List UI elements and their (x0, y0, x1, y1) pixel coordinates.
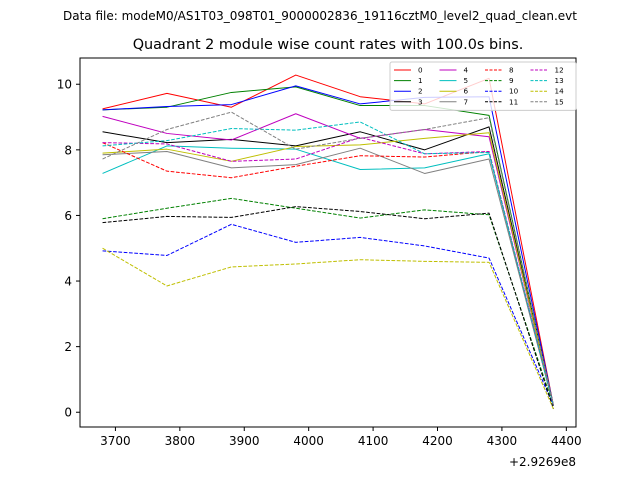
series-line-7 (102, 147, 554, 406)
series-line-12 (102, 136, 554, 406)
series-line-15 (102, 111, 554, 406)
legend-label-10: 10 (509, 87, 519, 96)
axes-frame (79, 57, 577, 428)
y-tick-label: 0 (64, 406, 72, 420)
series-line-10 (102, 223, 554, 406)
series-line-11 (102, 206, 554, 410)
y-tick-label: 10 (57, 78, 72, 92)
x-tick-label: 4300 (487, 434, 518, 448)
series-line-14 (102, 247, 554, 410)
legend-label-4: 4 (464, 66, 469, 75)
legend-label-9: 9 (509, 76, 514, 85)
legend-label-12: 12 (555, 66, 564, 75)
x-tick-label: 3700 (100, 434, 131, 448)
series-line-5 (102, 145, 554, 406)
legend-label-1: 1 (418, 76, 423, 85)
legend-label-6: 6 (464, 87, 469, 96)
legend-label-3: 3 (418, 97, 423, 106)
chart-title: Quadrant 2 module wise count rates with … (133, 37, 524, 53)
series-group (102, 74, 554, 410)
legend-label-2: 2 (418, 87, 423, 96)
legend-label-7: 7 (464, 97, 469, 106)
y-tick-label: 8 (64, 143, 72, 157)
legend-label-5: 5 (464, 76, 469, 85)
legend-label-8: 8 (509, 66, 514, 75)
x-tick-label: 4200 (422, 434, 453, 448)
series-line-6 (102, 132, 554, 406)
x-offset-label: +2.9269e8 (509, 455, 576, 469)
legend-label-11: 11 (509, 97, 518, 106)
chart-suptitle: Data file: modeM0/AS1T03_098T01_90000028… (63, 9, 577, 23)
series-line-9 (102, 197, 554, 406)
series-line-4 (102, 113, 554, 406)
series-line-8 (102, 142, 554, 406)
series-line-1 (102, 86, 554, 406)
y-tick-label: 2 (64, 340, 72, 354)
legend-label-13: 13 (555, 76, 564, 85)
legend-label-15: 15 (555, 97, 564, 106)
y-tick-label: 4 (64, 275, 72, 289)
x-tick-label: 3900 (229, 434, 260, 448)
legend-label-0: 0 (418, 66, 423, 75)
legend-label-14: 14 (555, 87, 565, 96)
x-tick-label: 4000 (293, 434, 324, 448)
x-tick-label: 4400 (551, 434, 582, 448)
x-tick-label: 4100 (358, 434, 389, 448)
series-line-13 (102, 121, 554, 406)
legend-frame (389, 61, 577, 111)
x-tick-label: 3800 (165, 434, 196, 448)
series-line-3 (102, 126, 554, 406)
y-tick-label: 6 (64, 209, 72, 223)
